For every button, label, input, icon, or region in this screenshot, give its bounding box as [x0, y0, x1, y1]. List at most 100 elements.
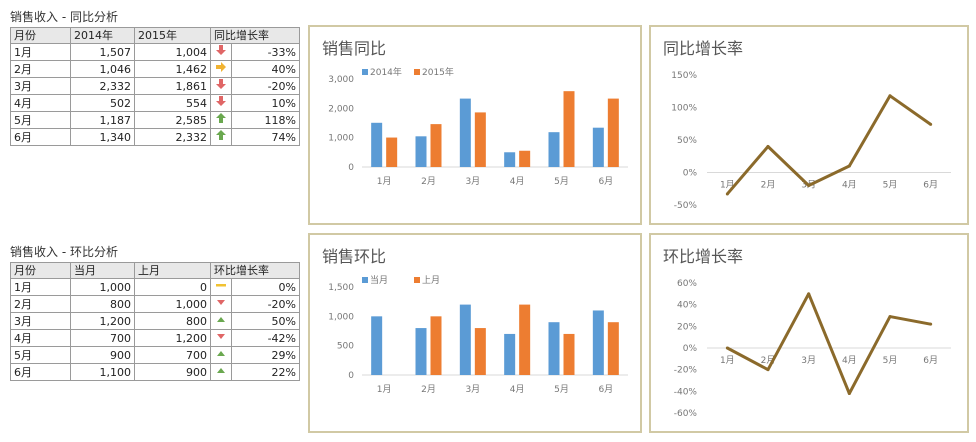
x-tick-label: 3月: [801, 355, 816, 366]
rate-cell: 118%: [231, 111, 300, 129]
y-tick-label: 500: [337, 342, 354, 352]
arrow-right-icon: [216, 62, 226, 72]
arrow-down-icon: [216, 96, 226, 106]
month-cell: 1月: [10, 43, 71, 61]
x-tick-label: 1月: [720, 355, 735, 366]
triangle-up-icon: [217, 351, 225, 356]
bar-2-5: [563, 333, 575, 375]
x-tick-label: 6月: [598, 176, 613, 187]
rate-cell: 50%: [231, 312, 300, 330]
table-header-row: 月份 2014年 2015年 同比增长率: [10, 27, 300, 44]
y-tick-label: 0: [348, 371, 354, 381]
value-b-cell: 2,585: [134, 111, 211, 129]
legend-swatch: [362, 277, 368, 283]
yoy-table-title: 销售收入 - 同比分析: [10, 10, 118, 24]
month-cell: 2月: [10, 295, 71, 313]
trend-icon-cell: [210, 346, 232, 364]
bar-2-5: [563, 91, 575, 167]
x-tick-label: 2月: [761, 180, 776, 191]
x-tick-label: 6月: [923, 180, 938, 191]
line-point-2: [766, 368, 770, 372]
rate-cell: 74%: [231, 128, 300, 146]
y-tick-label: 0: [348, 163, 354, 173]
x-tick-label: 3月: [465, 176, 480, 187]
month-cell: 3月: [10, 312, 71, 330]
bar-1-5: [548, 322, 560, 375]
rate-cell: 22%: [231, 363, 300, 381]
x-tick-label: 4月: [510, 384, 525, 395]
trend-icon-cell: [210, 77, 232, 95]
x-tick-label: 5月: [883, 180, 898, 191]
value-b-cell: 2,332: [134, 128, 211, 146]
arrow-down-icon: [216, 79, 226, 89]
column-header: 环比增长率: [210, 262, 300, 279]
trend-icon-cell: [210, 128, 232, 146]
mom-bar-title: 销售环比: [322, 247, 387, 266]
yoy-bar-panel: 销售同比 0 1,000 2,000 3,000 1月 2月 3月 4月 5月 6月 2014年 20…: [308, 25, 642, 225]
y-tick-label: 50%: [677, 136, 697, 146]
mom-line-title: 环比增长率: [663, 247, 744, 266]
month-cell: 5月: [10, 346, 71, 364]
bar-1-4: [504, 333, 516, 375]
bar-1-3: [459, 304, 471, 375]
value-a-cell: 1,000: [70, 278, 135, 296]
month-cell: 3月: [10, 77, 71, 95]
y-tick-label: 3,000: [328, 75, 354, 85]
bar-1-2: [415, 136, 427, 167]
value-a-cell: 2,332: [70, 77, 135, 95]
triangle-up-icon: [217, 368, 225, 373]
y-tick-label: 60%: [677, 279, 697, 289]
value-a-cell: 502: [70, 94, 135, 112]
line-point-6: [929, 322, 933, 326]
table-row: 1月 1,507 1,004 -33%: [10, 43, 300, 61]
legend-swatch: [414, 277, 420, 283]
x-tick-label: 5月: [554, 176, 569, 187]
value-b-cell: 1,861: [134, 77, 211, 95]
value-a-cell: 1,046: [70, 60, 135, 78]
rate-cell: -33%: [231, 43, 300, 61]
rate-cell: 0%: [231, 278, 300, 296]
line-point-4: [847, 392, 851, 395]
month-cell: 2月: [10, 60, 71, 78]
legend-swatch: [362, 69, 368, 75]
line-point-3: [807, 184, 811, 187]
x-tick-label: 6月: [923, 355, 938, 366]
line-point-4: [847, 164, 851, 168]
value-a-cell: 1,100: [70, 363, 135, 381]
arrow-up-icon: [216, 113, 226, 123]
yoy-line-title: 同比增长率: [663, 39, 744, 58]
value-b-cell: 1,004: [134, 43, 211, 61]
value-b-cell: 800: [134, 312, 211, 330]
bar-2-1: [386, 137, 398, 167]
line-point-1: [725, 346, 729, 350]
y-tick-label: 2,000: [328, 104, 354, 114]
y-tick-label: -60%: [674, 409, 698, 419]
month-cell: 6月: [10, 363, 71, 381]
column-header: 月份: [10, 27, 71, 44]
column-header: 上月: [134, 262, 211, 279]
x-tick-label: 1月: [377, 176, 392, 187]
trend-icon-cell: [210, 43, 232, 61]
table-row: 4月 502 554 10%: [10, 94, 300, 112]
y-tick-label: -50%: [674, 201, 698, 211]
table-row: 4月 700 1,200 -42%: [10, 329, 300, 347]
value-a-cell: 700: [70, 329, 135, 347]
y-tick-label: 20%: [677, 322, 697, 332]
month-cell: 1月: [10, 278, 71, 296]
rate-cell: 29%: [231, 346, 300, 364]
legend-label: 2014年: [370, 66, 402, 78]
mom-bar-chart: 0 500 1,000 1,500 1月 2月 3月 4月 5月 6月 当月 上月: [328, 274, 628, 395]
trend-icon-cell: [210, 329, 232, 347]
bar-2-6: [607, 322, 619, 375]
y-tick-label: 100%: [671, 104, 697, 114]
line-point-2: [766, 145, 770, 148]
value-a-cell: 900: [70, 346, 135, 364]
line-point-1: [725, 192, 729, 196]
y-tick-label: 1,500: [328, 283, 354, 293]
trend-icon-cell: [210, 60, 232, 78]
bar-1-1: [371, 316, 383, 375]
bar-1-4: [504, 152, 516, 167]
trend-icon-cell: [210, 312, 232, 330]
yoy-bar-chart: 0 1,000 2,000 3,000 1月 2月 3月 4月 5月 6月 2014年 2015年: [328, 66, 628, 187]
